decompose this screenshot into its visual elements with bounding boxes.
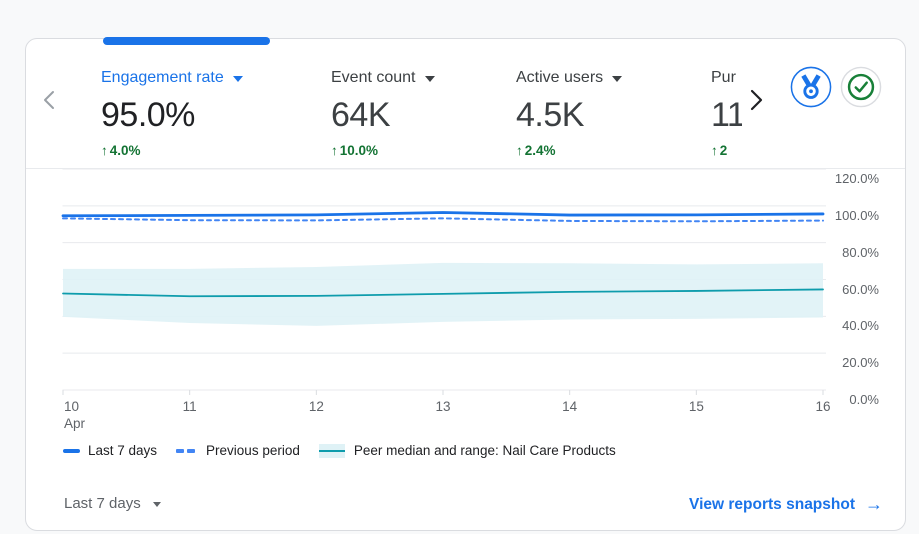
- metric-pur: Pur 11 ↑ 2: [711, 68, 742, 158]
- y-axis-label: 20.0%: [842, 355, 879, 371]
- status-check-icon[interactable]: [840, 66, 882, 108]
- metric-delta: ↑ 2: [711, 143, 742, 158]
- chevron-down-icon: [152, 502, 161, 507]
- metric-engagement-rate: Engagement rate 95.0% ↑ 4.0%: [101, 68, 243, 158]
- metric-delta-value: 2.4%: [524, 143, 556, 158]
- legend-item: Peer median and range: Nail Care Product…: [318, 443, 616, 458]
- legend-item: Last 7 days: [63, 443, 157, 458]
- metric-dropdown[interactable]: Engagement rate: [101, 68, 243, 88]
- scroll-metrics-left-button[interactable]: [40, 89, 60, 111]
- selected-tab-indicator: [103, 37, 270, 45]
- x-axis-label: 16: [815, 399, 831, 414]
- chevron-left-icon: [40, 89, 60, 111]
- metric-delta-value: 4.0%: [109, 143, 141, 158]
- metric-active-users: Active users 4.5K ↑ 2.4%: [516, 68, 623, 158]
- metric-label: Event count: [331, 69, 416, 86]
- metric-dropdown[interactable]: Event count: [331, 68, 435, 88]
- right-arrow-icon: →: [865, 494, 883, 514]
- metric-delta-value: 2: [719, 143, 728, 158]
- y-axis-label: 60.0%: [842, 281, 879, 297]
- date-range-selector[interactable]: Last 7 days: [64, 495, 161, 512]
- y-axis-label: 120.0%: [834, 171, 879, 186]
- y-axis-label: 0.0%: [849, 392, 879, 407]
- metric-value: 95.0%: [101, 96, 195, 134]
- view-reports-snapshot-link[interactable]: View reports snapshot →: [689, 494, 883, 515]
- y-axis-label: 40.0%: [842, 318, 879, 334]
- metric-value: 64K: [331, 96, 390, 134]
- x-axis-label: 13: [435, 399, 451, 414]
- metric-delta-value: 10.0%: [339, 143, 379, 158]
- x-axis-label: 12: [308, 399, 324, 414]
- metric-dropdown[interactable]: Active users: [516, 68, 623, 88]
- y-axis-label: 100.0%: [834, 207, 879, 223]
- x-axis-label: 14: [562, 399, 578, 414]
- metric-value: 11: [711, 96, 742, 134]
- legend-item: Previous period: [176, 443, 300, 458]
- legend-label: Peer median and range: Nail Care Product…: [353, 443, 616, 458]
- dashed-line-swatch: [176, 448, 198, 453]
- metric-event-count: Event count 64K ↑ 10.0%: [331, 68, 435, 158]
- y-axis-label: 80.0%: [842, 244, 879, 260]
- view-reports-snapshot-label: View reports snapshot: [689, 495, 855, 513]
- up-arrow-icon: ↑: [331, 143, 338, 158]
- solid-line-swatch: [63, 448, 80, 453]
- chevron-down-icon: [424, 76, 435, 82]
- metric-label: Active users: [516, 69, 604, 86]
- up-arrow-icon: ↑: [516, 143, 523, 158]
- metric-delta: ↑ 2.4%: [516, 143, 622, 158]
- up-arrow-icon: ↑: [101, 143, 108, 158]
- chevron-right-icon: [745, 88, 767, 112]
- metric-delta: ↑ 4.0%: [101, 143, 243, 158]
- x-axis-label: 11: [182, 399, 197, 414]
- legend-label: Last 7 days: [88, 443, 158, 458]
- date-range-label: Last 7 days: [64, 495, 141, 512]
- metric-label: Pur: [711, 69, 736, 86]
- x-axis-label: 10 Apr: [64, 399, 86, 431]
- metric-delta: ↑ 10.0%: [331, 143, 435, 158]
- metric-dropdown[interactable]: Pur: [711, 68, 742, 88]
- chevron-down-icon: [232, 76, 243, 82]
- up-arrow-icon: ↑: [711, 143, 718, 158]
- chevron-down-icon: [612, 76, 623, 82]
- band-swatch: [318, 443, 345, 458]
- metric-label: Engagement rate: [101, 69, 224, 86]
- metrics-row: Engagement rate 95.0% ↑ 4.0% Event count 64K ↑…: [26, 39, 742, 171]
- x-axis-label: 15: [688, 399, 704, 414]
- legend-label: Previous period: [206, 443, 300, 458]
- benchmarking-badge-icon[interactable]: [790, 66, 832, 108]
- metric-value: 4.5K: [516, 96, 584, 134]
- home-overview-card: Engagement rate 95.0% ↑ 4.0% Event count 64K ↑…: [25, 37, 906, 531]
- trend-chart: [61, 168, 826, 395]
- chart-legend: Last 7 days Previous period Peer median an…: [63, 443, 635, 458]
- scroll-metrics-right-button[interactable]: [745, 88, 767, 112]
